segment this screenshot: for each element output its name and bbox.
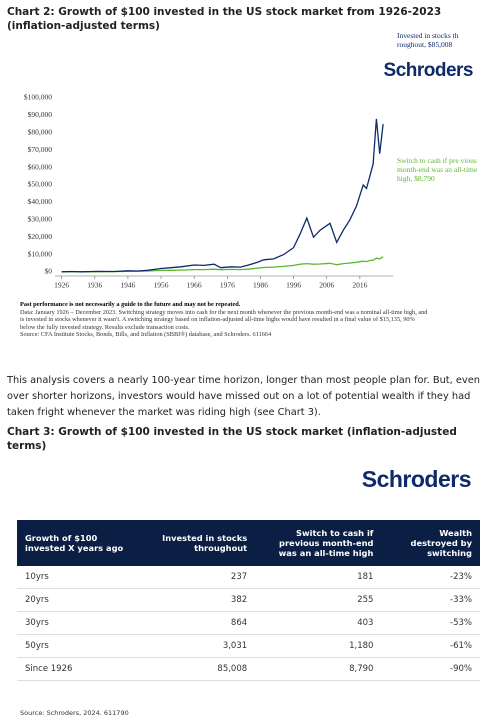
table-row: 30yrs 864 403 -53% bbox=[17, 611, 480, 635]
paragraph: This analysis covers a nearly 100-year t… bbox=[7, 375, 480, 418]
x-tick-label: 2016 bbox=[352, 281, 367, 290]
y-tick-label: $40,000 bbox=[28, 197, 53, 206]
table-cell: -33% bbox=[381, 588, 480, 612]
column-header: Growth of $100 invested X years ago bbox=[17, 520, 148, 566]
table-cell: 382 bbox=[147, 588, 256, 612]
column-header: Switch to cash if previous month-end was… bbox=[255, 520, 382, 566]
x-tick-label: 2006 bbox=[319, 281, 334, 290]
table-cell: 20yrs bbox=[17, 588, 148, 612]
table-cell: -23% bbox=[381, 566, 480, 589]
table-cell: Since 1926 bbox=[17, 657, 148, 681]
table-cell: 255 bbox=[255, 588, 382, 612]
table-cell: 181 bbox=[255, 566, 382, 589]
x-tick-label: 1996 bbox=[286, 281, 301, 290]
table-cell: -53% bbox=[381, 611, 480, 635]
table-row: Since 1926 85,008 8,790 -90% bbox=[17, 657, 480, 681]
x-tick-label: 1926 bbox=[54, 281, 69, 290]
table-row: 20yrs 382 255 -33% bbox=[17, 588, 480, 612]
source: Source: Schroders, 2024. 611790 bbox=[20, 709, 129, 717]
y-tick-label: $50,000 bbox=[28, 180, 53, 189]
series-line bbox=[61, 118, 384, 273]
y-tick-label: $80,000 bbox=[28, 128, 53, 137]
table-cell: 8,790 bbox=[255, 657, 382, 681]
table-row: 50yrs 3,031 1,180 -61% bbox=[17, 634, 480, 658]
column-header: Invested in stocks throughout bbox=[147, 520, 256, 566]
y-tick-label: $90,000 bbox=[28, 110, 53, 119]
y-tick-label: $0 bbox=[45, 267, 53, 276]
series-line bbox=[61, 256, 384, 273]
chart: $0 $10,000 $20,000 $30,000 $40,000 $50,000 $60… bbox=[24, 93, 393, 290]
x-tick-label: 1976 bbox=[220, 281, 235, 290]
column-header: Wealth destroyed by switching bbox=[381, 520, 480, 566]
table-cell: 50yrs bbox=[17, 634, 148, 658]
chart-heading: Chart 2: Growth of $100 invested in the … bbox=[7, 6, 442, 32]
y-tick-label: $20,000 bbox=[28, 232, 53, 241]
annotation: Invested in stocks th roughout, $85,008 bbox=[397, 31, 459, 49]
y-tick-label: $60,000 bbox=[28, 162, 53, 171]
note-warning: Past performance is not necessarily a gu… bbox=[20, 301, 241, 308]
note-data: Data: January 1926 – December 2023. Swit… bbox=[20, 308, 428, 331]
x-tick-label: 1986 bbox=[253, 281, 268, 290]
x-tick-label: 1956 bbox=[154, 281, 169, 290]
table-cell: -61% bbox=[381, 634, 480, 658]
x-tick-label: 1946 bbox=[120, 281, 135, 290]
y-tick-label: $30,000 bbox=[28, 215, 53, 224]
y-tick-label: $10,000 bbox=[28, 249, 53, 258]
note-source: Source: CFA Institute Stocks, Bonds, Bil… bbox=[20, 331, 272, 338]
logo: Schroders bbox=[361, 466, 472, 492]
table-cell: 30yrs bbox=[17, 611, 148, 635]
y-tick-label: $70,000 bbox=[28, 145, 53, 154]
table-heading: Chart 3: Growth of $100 invested in the … bbox=[7, 426, 457, 452]
y-tick-label: $100,000 bbox=[24, 93, 52, 102]
table-cell: 10yrs bbox=[17, 566, 148, 589]
table-cell: 403 bbox=[255, 611, 382, 635]
table-cell: 237 bbox=[147, 566, 256, 589]
annotation: Switch to cash if pre vious month-end wa… bbox=[397, 156, 478, 183]
table-cell: 3,031 bbox=[147, 634, 256, 658]
table-cell: 1,180 bbox=[255, 634, 382, 658]
table: Growth of $100 invested X years ago Inves… bbox=[17, 520, 480, 681]
table-cell: 864 bbox=[147, 611, 256, 635]
logo: Schroders bbox=[383, 60, 474, 81]
x-tick-label: 1936 bbox=[87, 281, 102, 290]
table-cell: -90% bbox=[381, 657, 480, 681]
table-cell: 85,008 bbox=[147, 657, 256, 681]
x-tick-label: 1966 bbox=[187, 281, 202, 290]
table-row: 10yrs 237 181 -23% bbox=[17, 566, 480, 589]
